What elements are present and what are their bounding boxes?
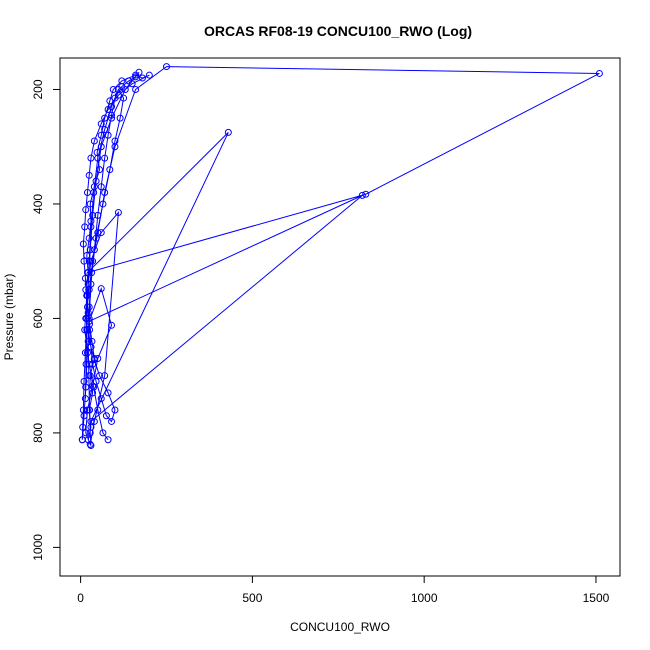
data-point	[85, 171, 93, 179]
data-point	[86, 429, 94, 437]
data-point	[138, 74, 146, 82]
data-point	[97, 229, 105, 237]
data-point	[104, 389, 112, 397]
series-line-2	[84, 66, 600, 447]
data-point	[81, 326, 89, 334]
data-point	[101, 154, 109, 162]
data-point	[97, 395, 105, 403]
x-tick-label: 1000	[411, 591, 438, 605]
data-point	[79, 423, 87, 431]
data-point	[87, 154, 95, 162]
x-axis-label: CONCU100_RWO	[290, 620, 390, 634]
data-point	[80, 377, 88, 385]
data-point	[90, 137, 98, 145]
data-point	[97, 285, 105, 293]
data-point	[79, 240, 87, 248]
data-point	[121, 85, 129, 93]
x-tick-label: 500	[242, 591, 262, 605]
data-point	[99, 200, 107, 208]
data-point	[108, 103, 116, 111]
y-tick-label: 600	[31, 308, 45, 328]
data-point	[111, 406, 119, 414]
data-point	[595, 69, 603, 77]
data-point	[120, 94, 128, 102]
data-point	[224, 128, 232, 136]
data-point	[89, 382, 97, 390]
plot-frame	[59, 57, 621, 577]
data-point	[109, 85, 117, 93]
y-tick-label: 1000	[31, 534, 45, 561]
data-point	[94, 406, 102, 414]
data-point	[85, 234, 93, 242]
data-point	[83, 326, 91, 334]
data-point	[135, 68, 143, 76]
y-tick-label: 200	[31, 79, 45, 99]
data-point	[89, 211, 97, 219]
data-point	[88, 269, 96, 277]
data-point	[90, 417, 98, 425]
data-point	[114, 209, 122, 217]
data-point	[145, 71, 153, 79]
data-point	[85, 303, 93, 311]
data-point	[94, 154, 102, 162]
data-point	[87, 441, 95, 449]
data-point	[101, 372, 109, 380]
data-point	[90, 383, 98, 391]
data-point	[97, 131, 105, 139]
data-point	[92, 177, 100, 185]
series-line-4	[84, 88, 125, 446]
data-point	[83, 292, 91, 300]
data-point	[362, 190, 370, 198]
data-point	[85, 257, 93, 265]
chart-title: ORCAS RF08-19 CONCU100_RWO (Log)	[204, 23, 472, 39]
data-point	[111, 94, 119, 102]
y-axis-label: Pressure (mbar)	[2, 274, 16, 361]
data-point	[90, 189, 98, 197]
x-tick-label: 0	[77, 591, 84, 605]
data-point	[82, 206, 90, 214]
data-point	[82, 360, 90, 368]
data-point	[116, 114, 124, 122]
data-point	[87, 223, 95, 231]
data-point	[85, 372, 93, 380]
data-point	[99, 429, 107, 437]
y-axis: 200 400 600 800 1000	[31, 79, 61, 561]
series-layer	[78, 63, 603, 449]
data-point	[94, 354, 102, 362]
data-point	[104, 436, 112, 444]
data-point	[108, 417, 116, 425]
data-point	[163, 63, 171, 71]
data-point	[102, 412, 110, 420]
data-point	[86, 406, 94, 414]
data-point	[132, 73, 140, 81]
data-point	[358, 191, 366, 199]
data-point	[87, 417, 95, 425]
data-point	[97, 120, 105, 128]
data-point	[92, 234, 100, 242]
data-point	[83, 349, 91, 357]
data-point	[114, 85, 122, 93]
data-point	[80, 257, 88, 265]
data-point	[104, 131, 112, 139]
data-point	[97, 183, 105, 191]
x-axis: 0 500 1000 1500	[77, 575, 610, 605]
data-point	[125, 77, 133, 85]
data-point	[101, 126, 109, 134]
y-tick-label: 800	[31, 423, 45, 443]
data-point	[108, 321, 116, 329]
series-line-3	[81, 71, 140, 440]
data-point	[111, 137, 119, 145]
x-tick-label: 1500	[583, 591, 610, 605]
data-point	[96, 372, 104, 380]
y-tick-label: 400	[31, 194, 45, 214]
data-point	[78, 436, 86, 444]
data-point	[106, 166, 114, 174]
data-point	[84, 337, 92, 345]
data-point	[81, 395, 89, 403]
data-point	[83, 269, 91, 277]
data-point	[132, 85, 140, 93]
